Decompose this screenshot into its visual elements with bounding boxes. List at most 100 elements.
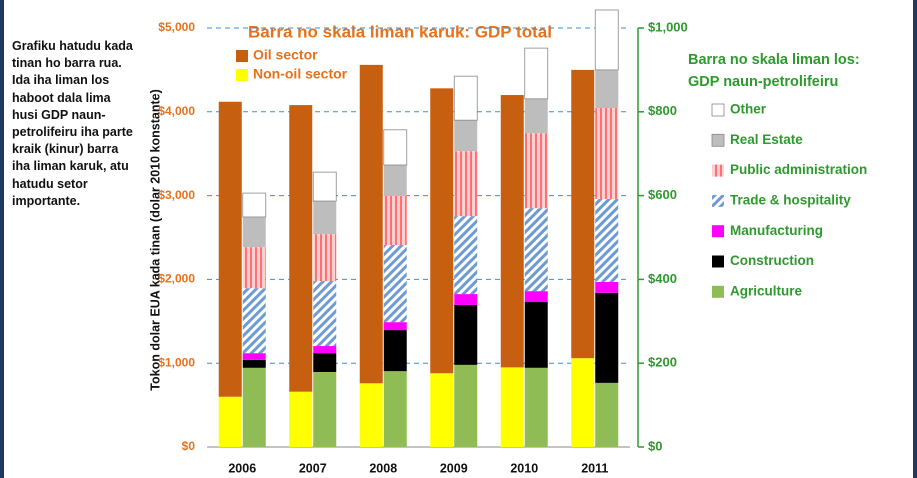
bar-segment — [524, 98, 548, 134]
y-tick-label: $2,000 — [158, 272, 195, 286]
x-tick-label: 2007 — [299, 461, 327, 475]
x-tick-label: 2006 — [228, 461, 256, 475]
bar-segment — [524, 47, 549, 100]
bar-segment — [242, 247, 266, 289]
bar-segment — [595, 108, 619, 199]
bar-segment — [383, 322, 407, 331]
bar-segment — [242, 216, 266, 248]
legend-label: Public administration — [730, 162, 867, 177]
bar-segment — [289, 105, 313, 392]
y-axis-label: Tokon dolar EUA kada tinan (dolar 2010 k… — [148, 89, 162, 390]
bar-segment — [454, 294, 478, 305]
y-tick-label: $4,000 — [158, 104, 195, 118]
bar-segment — [383, 245, 407, 323]
bar-segment — [454, 151, 478, 217]
legend-label: Construction — [730, 253, 814, 268]
bar-segment — [430, 88, 454, 374]
bar-segment — [218, 396, 242, 447]
legend-swatch — [712, 285, 724, 298]
legend-label: Oil sector — [253, 47, 318, 63]
bar-segment — [595, 69, 619, 109]
x-tick-label: 2009 — [440, 461, 468, 475]
bar-segment — [359, 383, 383, 447]
bar-segment — [383, 196, 407, 246]
bar-segment — [242, 288, 266, 354]
bar-segment — [571, 69, 595, 359]
bar-segment — [454, 120, 478, 152]
y2-tick-label: $200 — [648, 355, 677, 370]
x-tick-label: 2010 — [510, 461, 538, 475]
bar-segment — [313, 346, 337, 354]
bar-segment — [524, 291, 548, 303]
y-tick-label: $1,000 — [158, 355, 195, 369]
x-tick-label: 2008 — [369, 461, 397, 475]
bar-segment — [595, 198, 619, 282]
bar-segment — [595, 382, 619, 447]
bar-segment — [242, 367, 266, 447]
bar-segment — [454, 304, 478, 365]
legend-label: Agriculture — [730, 283, 803, 298]
legend-swatch — [236, 50, 248, 62]
bar-segment — [383, 129, 408, 166]
bar-segment — [289, 391, 313, 447]
y2-tick-label: $600 — [648, 187, 677, 202]
legend-label: Manufacturing — [730, 223, 823, 238]
legend2-title: Barra no skala liman los: GDP naun-petrol… — [688, 52, 860, 90]
legend-label: Real Estate — [730, 132, 803, 147]
bar-segment — [594, 9, 619, 71]
frame-right — [913, 0, 917, 478]
bar-segment — [383, 371, 407, 447]
bar-segment — [430, 373, 454, 447]
legend-swatch — [711, 103, 725, 117]
bar-segment — [454, 216, 478, 295]
y2-tick-label: $800 — [648, 103, 677, 118]
y2-tick-label: $0 — [648, 438, 662, 453]
legend-swatch — [711, 133, 725, 147]
legend-swatch — [712, 164, 724, 177]
bar-segment — [313, 201, 337, 235]
bar-segment — [383, 330, 407, 372]
bar-segment — [313, 234, 337, 282]
bar-segment — [242, 192, 267, 218]
frame-left — [0, 0, 4, 478]
bar-segment — [524, 208, 548, 292]
bar-segment — [218, 101, 242, 397]
bar-segment — [359, 64, 383, 384]
bar-segment — [571, 358, 595, 447]
legend-label: Non-oil sector — [253, 66, 348, 82]
bar-segment — [454, 364, 478, 447]
x-tick-label: 2011 — [581, 461, 608, 475]
legend2-title-line: GDP naun-petrolifeiru — [688, 74, 838, 90]
bar-segment — [312, 171, 337, 202]
bar-segment — [524, 367, 548, 447]
bar-segment — [383, 165, 407, 197]
y-tick-label: $3,000 — [158, 188, 195, 202]
legend2-title-line: Barra no skala liman los: — [688, 52, 860, 68]
legend-label: Other — [730, 102, 767, 117]
bar-segment — [453, 75, 478, 121]
legend-swatch — [712, 194, 724, 207]
bar-segment — [313, 371, 337, 447]
bar-segment — [524, 133, 548, 209]
bar-segment — [500, 367, 524, 447]
legend-swatch — [236, 69, 248, 81]
legend-label: Trade & hospitality — [730, 192, 851, 207]
y-tick-label: $0 — [182, 439, 196, 453]
bar-segment — [524, 302, 548, 368]
note: Grafiku hatudu kada tinan ho barra rua. … — [12, 39, 133, 208]
bar-segment — [595, 281, 619, 293]
legend-swatch — [712, 255, 724, 268]
chart-title: Barra no skala liman karuk: GDP total — [248, 22, 552, 41]
bar-segment — [313, 281, 337, 347]
bar-segment — [500, 95, 524, 368]
y2-tick-label: $400 — [648, 271, 677, 286]
bar-segment — [242, 353, 266, 360]
y2-tick-label: $1,000 — [648, 19, 688, 34]
y-tick-label: $5,000 — [158, 20, 195, 34]
bar-segment — [313, 353, 337, 372]
bar-segment — [242, 359, 266, 368]
legend-swatch — [712, 225, 724, 238]
bar-segment — [595, 292, 619, 383]
